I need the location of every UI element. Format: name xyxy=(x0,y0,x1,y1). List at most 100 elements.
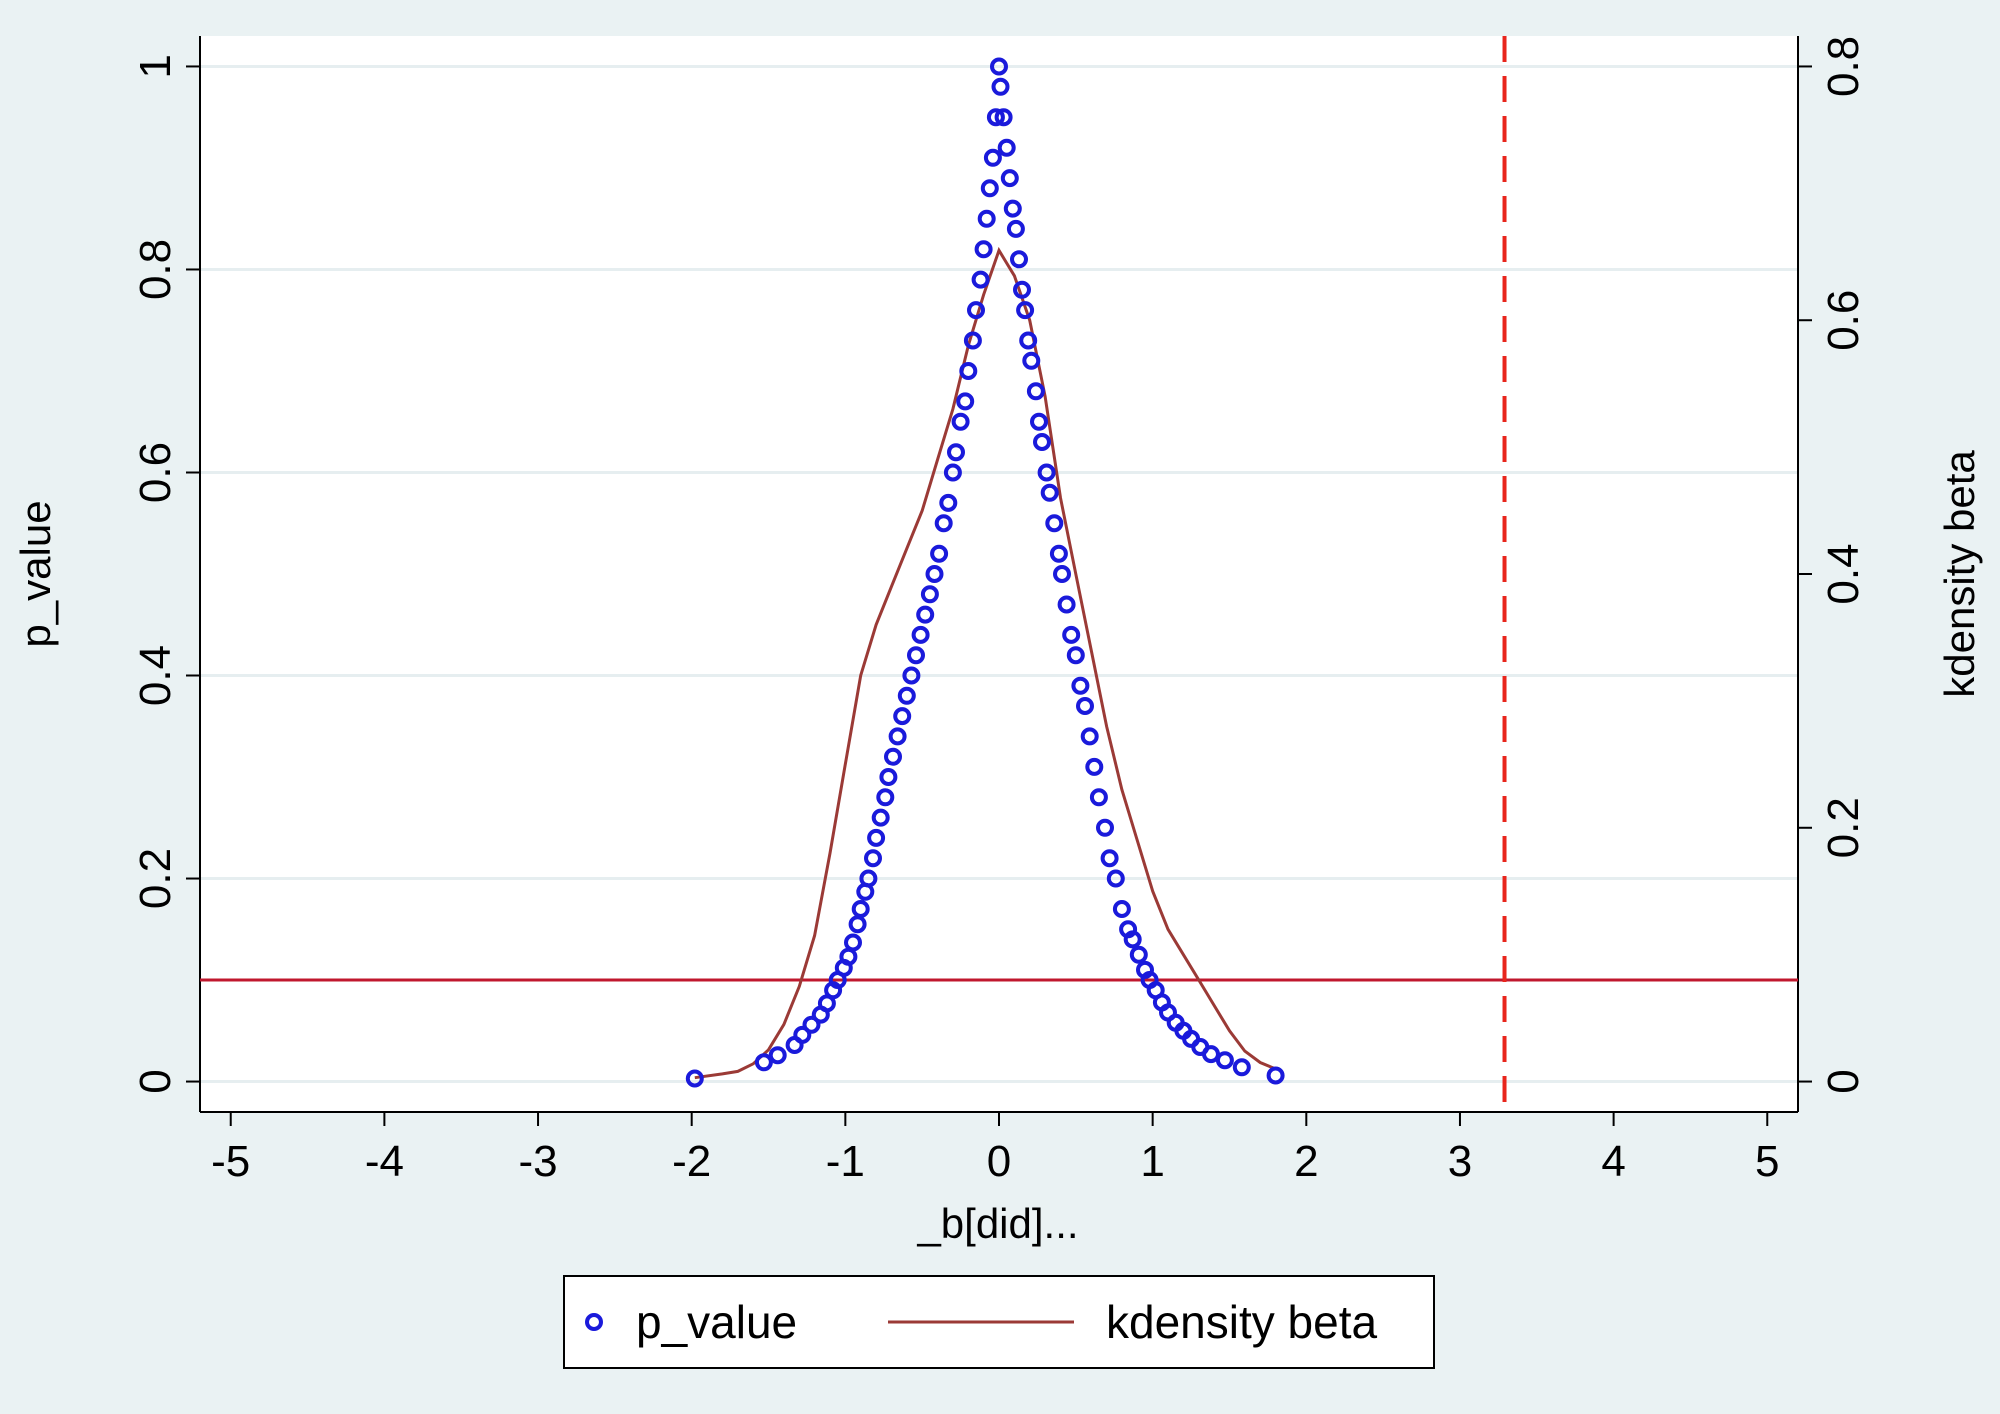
p-value-point xyxy=(879,768,898,786)
p-value-point xyxy=(951,412,970,431)
p-value-point xyxy=(959,362,978,380)
y-right-tick-label: 0.2 xyxy=(1819,797,1868,858)
p-value-point xyxy=(844,933,862,952)
x-tick-label: 0 xyxy=(987,1137,1011,1186)
p-value-point xyxy=(1066,646,1085,665)
p-value-point xyxy=(897,686,916,705)
p-value-point xyxy=(685,1069,704,1088)
p-value-point xyxy=(977,209,996,228)
p-value-point xyxy=(1040,483,1059,502)
p-value-point xyxy=(930,544,949,563)
y-left-tick-label: 0.6 xyxy=(131,442,180,503)
p-value-point xyxy=(1000,169,1019,188)
p-value-point xyxy=(1033,433,1051,451)
p-value-point xyxy=(947,443,965,462)
y-right-tick-label: 0 xyxy=(1819,1069,1868,1093)
x-tick-label: -1 xyxy=(826,1137,865,1186)
legend-label-p-value: p_value xyxy=(636,1296,797,1348)
p-value-point xyxy=(980,179,999,198)
p-value-point xyxy=(902,666,921,685)
grid-lines xyxy=(200,64,1798,1084)
p-value-point xyxy=(876,788,895,807)
p-value-point xyxy=(768,1046,787,1065)
p-value-point xyxy=(1112,900,1131,918)
p-value-point xyxy=(1085,757,1104,776)
p-value-point xyxy=(934,514,953,533)
p-value-point xyxy=(971,270,990,289)
p-value-point xyxy=(1202,1045,1220,1064)
y-left-tick-label: 0 xyxy=(131,1069,180,1093)
p-value-point xyxy=(916,605,935,624)
legend-marker-p-value xyxy=(585,1313,603,1331)
p-value-point xyxy=(793,1025,812,1044)
p-value-point xyxy=(1123,930,1142,949)
p-value-point xyxy=(986,108,1005,127)
kdensity-line xyxy=(694,246,1277,1080)
series xyxy=(685,57,1285,1088)
p-value-point xyxy=(1026,382,1045,401)
p-value-point xyxy=(1266,1066,1285,1085)
x-tick-label: -3 xyxy=(518,1137,557,1186)
legend-label-kdensity: kdensity beta xyxy=(1106,1296,1377,1348)
x-tick-label: 3 xyxy=(1448,1137,1472,1186)
p-value-point xyxy=(1053,565,1071,583)
p-value-point xyxy=(907,646,925,665)
x-tick-label: -5 xyxy=(211,1137,250,1186)
p-value-point xyxy=(997,138,1016,157)
x-tick-label: 5 xyxy=(1755,1137,1779,1186)
y-right-tick-label: 0.8 xyxy=(1819,36,1868,97)
p-value-point xyxy=(983,148,1002,167)
p-value-point xyxy=(1010,250,1028,269)
p-value-point xyxy=(1071,676,1090,695)
p-value-point xyxy=(1062,625,1081,644)
x-tick-label: 1 xyxy=(1140,1137,1164,1186)
p-value-point xyxy=(851,900,870,918)
y-axis-right-ticks: 0 0.2 0.4 0.6 0.8 xyxy=(1798,36,1868,1094)
p-value-point xyxy=(991,77,1010,96)
p-value-point xyxy=(754,1053,773,1072)
p-value-point xyxy=(967,301,985,320)
reference-lines xyxy=(200,36,1798,1112)
y-right-tick-label: 0.6 xyxy=(1819,290,1868,351)
p-value-point xyxy=(994,108,1013,127)
p-value-point xyxy=(1013,280,1031,299)
y-left-tick-label: 0.8 xyxy=(131,239,180,300)
legend: p_value kdensity beta xyxy=(563,1275,1435,1369)
p-value-point xyxy=(1003,199,1022,218)
plot-area xyxy=(200,36,1798,1112)
p-value-point xyxy=(943,463,962,482)
p-value-point xyxy=(1096,818,1114,837)
y-left-tick-label: 0.2 xyxy=(131,848,180,909)
p-value-point xyxy=(1037,463,1056,482)
p-value-point xyxy=(1076,697,1094,715)
p-value-point xyxy=(1019,331,1038,350)
p-value-point xyxy=(1089,788,1108,807)
x-tick-label: -4 xyxy=(365,1137,404,1186)
p-value-point xyxy=(956,392,975,411)
x-axis-ticks: -5 -4 -3 -2 -1 0 1 2 3 4 5 xyxy=(211,1112,1780,1186)
p-value-point xyxy=(1030,412,1048,431)
p-value-point xyxy=(802,1015,821,1034)
y-left-tick-label: 1 xyxy=(131,54,180,78)
p-value-point xyxy=(1232,1058,1251,1077)
y-axis-left-ticks: 0 0.2 0.4 0.6 0.8 1 xyxy=(131,54,200,1094)
p-value-point xyxy=(893,707,912,726)
x-axis-label: _b[did]... xyxy=(916,1200,1078,1247)
y-axis-right-label: kdensity beta xyxy=(1936,450,1983,698)
x-tick-label: 4 xyxy=(1601,1137,1625,1186)
p-value-point xyxy=(1049,544,1068,563)
p-value-point xyxy=(888,727,907,746)
p-value-point xyxy=(1045,514,1064,533)
p-value-point xyxy=(871,808,890,827)
p-value-point xyxy=(939,493,958,512)
y-left-tick-label: 0.4 xyxy=(131,645,180,706)
p-value-point xyxy=(1057,595,1076,614)
p-value-point xyxy=(1016,301,1035,320)
p-value-point xyxy=(859,869,878,888)
p-value-point xyxy=(974,240,993,259)
p-value-point xyxy=(864,849,882,868)
p-value-point xyxy=(1080,727,1099,746)
p-value-point xyxy=(920,585,939,604)
p-value-point xyxy=(963,331,982,350)
